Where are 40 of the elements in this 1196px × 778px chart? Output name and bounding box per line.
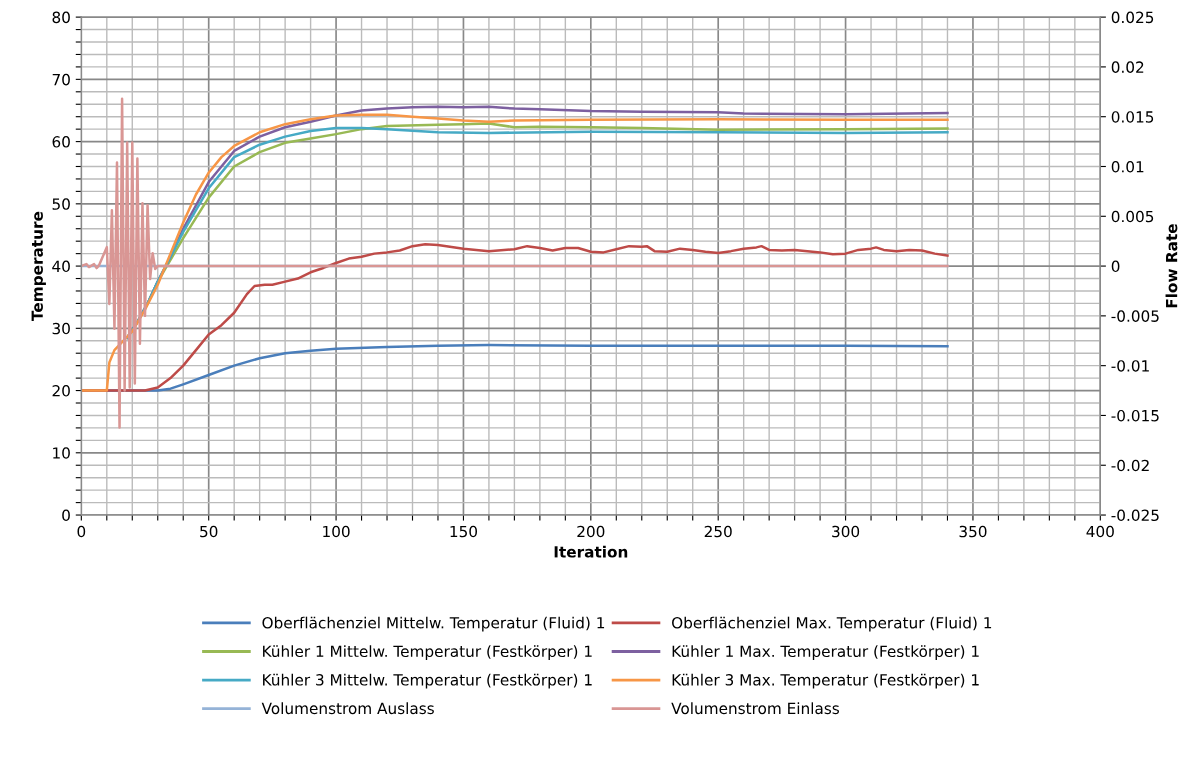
y-tick-label: 10 [53,447,70,459]
x-tick-label: 100 [323,525,350,538]
y-tick-label: 70 [52,73,70,86]
x-tick-label: 0 [77,525,86,538]
legend-label: Volumenstrom Einlass [671,702,839,715]
y2-tick-label: 0.01 [1111,160,1144,173]
legend-label: Oberflächenziel Mittelw. Temperatur (Fluid) 1 [262,616,605,632]
x-tick-label: 200 [577,525,605,538]
y2-tick-label: 0 [1111,260,1120,273]
x-tick-label: 50 [200,525,218,538]
x-tick-label: 350 [959,525,987,538]
y2-tick-label: 0.015 [1111,111,1154,123]
y-tick-label: 60 [52,136,70,148]
y2-tick-label: -0.025 [1111,509,1159,522]
x-axis-title: Iteration [554,545,628,558]
x-tick-label: 250 [704,525,732,538]
y2-axis-title: Flow Rate [1165,224,1178,308]
y-tick-label: 0 [62,509,70,522]
y2-tick-label: 0.02 [1111,61,1144,73]
legend-label: Kühler 1 Mittelw. Temperatur (Festkörper) 1 [263,645,592,661]
y2-tick-label: -0.01 [1111,360,1149,372]
y2-tick-label: -0.02 [1111,459,1149,472]
x-tick-label: 150 [450,525,478,538]
y-axis-title: Temperature [31,211,46,321]
y-tick-label: 30 [52,322,70,335]
y2-tick-label: 0.025 [1111,11,1154,24]
legend-label: Kühler 3 Max. Temperatur (Festkörper) 1 [672,673,979,689]
y-tick-label: 40 [52,260,70,273]
legend-label: Kühler 3 Mittelw. Temperatur (Festkörper) 1 [263,673,592,689]
legend-label: Oberflächenziel Max. Temperatur (Fluid) 1 [672,616,992,632]
legend-label: Volumenstrom Auslass [261,702,434,715]
legend-label: Kühler 1 Max. Temperatur (Festkörper) 1 [672,645,979,661]
y-tick-label: 50 [52,198,70,210]
y-tick-label: 20 [52,385,70,397]
x-tick-label: 300 [832,525,860,538]
x-tick-label: 400 [1086,525,1114,538]
y2-tick-label: -0.005 [1111,310,1159,322]
y2-tick-label: -0.015 [1111,409,1159,422]
y-tick-label: 80 [52,11,70,24]
y2-tick-label: 0.005 [1111,210,1154,223]
